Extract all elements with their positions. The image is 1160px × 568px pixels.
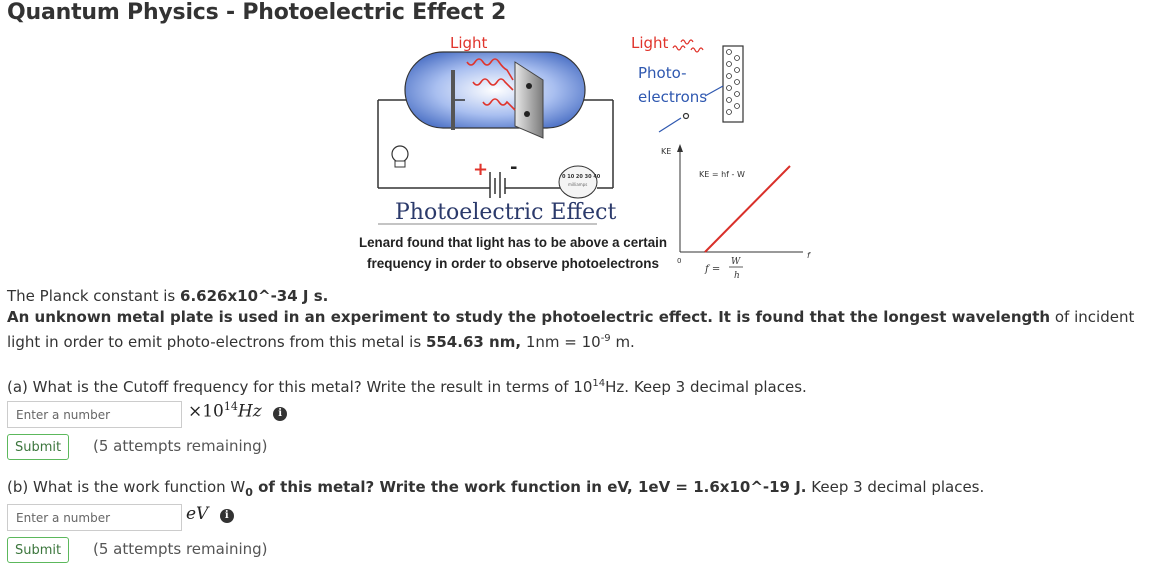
svg-text:0: 0 — [677, 257, 681, 265]
figure-caption: Photoelectric Effect — [395, 200, 616, 225]
submit-a-button[interactable]: Submit — [7, 434, 70, 460]
question-b: (b) What is the work function W0 of this… — [7, 478, 985, 499]
electron-dot — [524, 111, 530, 117]
unit-a: ×1014Hz i — [188, 400, 288, 422]
light-label-left: Light — [450, 34, 488, 52]
svg-text:0 10 20 30 40: 0 10 20 30 40 — [562, 174, 601, 180]
svg-text:KE: KE — [661, 147, 671, 156]
attempts-b: (5 attempts remaining) — [93, 540, 268, 558]
ke-graph: KE KE = hf - W 0 f f = W h — [661, 144, 811, 281]
metal-surface — [722, 45, 744, 123]
vacuum-tube — [404, 51, 586, 129]
lenard-line-1: Lenard found that light has to be above … — [359, 235, 667, 250]
ke-equation: KE = hf - W — [699, 170, 745, 179]
photoelectric-diagram: Light + - 0 10 20 30 40 milliamps Photoe… — [359, 34, 811, 281]
light-label-right: Light — [631, 34, 669, 52]
svg-text:+: + — [473, 159, 488, 180]
surface-electrons — [726, 49, 740, 115]
bulb-icon — [391, 145, 409, 168]
info-icon[interactable]: i — [219, 509, 234, 523]
photoelectric-figure: Light + - 0 10 20 30 40 milliamps Photoe… — [355, 30, 815, 288]
battery-icon: + - — [473, 157, 517, 198]
svg-text:-: - — [510, 157, 517, 178]
submit-b-button[interactable]: Submit — [7, 537, 70, 563]
light-waves — [466, 58, 516, 111]
photo-label: Photo- — [638, 64, 686, 82]
svg-text:W: W — [731, 257, 741, 267]
unit-b: eV i — [186, 504, 234, 524]
anode-bar — [451, 70, 455, 130]
planck-constant-text: The Planck constant is 6.626x10^-34 J s. — [7, 287, 329, 305]
electron-arrows — [658, 85, 724, 133]
f0-label: f = — [704, 264, 720, 275]
light-squiggles-right — [672, 39, 704, 53]
answer-b-input[interactable] — [7, 504, 182, 531]
electrons-label: electrons — [638, 88, 707, 106]
svg-text:milliamps: milliamps — [568, 182, 587, 187]
page-title: Quantum Physics - Photoelectric Effect 2 — [7, 0, 507, 25]
answer-a-input[interactable] — [7, 401, 182, 428]
attempts-a: (5 attempts remaining) — [93, 437, 268, 455]
ammeter-icon: 0 10 20 30 40 milliamps — [558, 165, 601, 199]
problem-statement: An unknown metal plate is used in an exp… — [7, 308, 1135, 351]
metal-plate — [514, 61, 544, 139]
lenard-line-2: frequency in order to observe photoelect… — [367, 256, 659, 271]
info-icon[interactable]: i — [273, 406, 288, 421]
svg-text:h: h — [734, 271, 740, 281]
svg-text:f: f — [807, 251, 811, 260]
question-a: (a) What is the Cutoff frequency for thi… — [7, 378, 807, 396]
electron-dot — [526, 83, 532, 89]
